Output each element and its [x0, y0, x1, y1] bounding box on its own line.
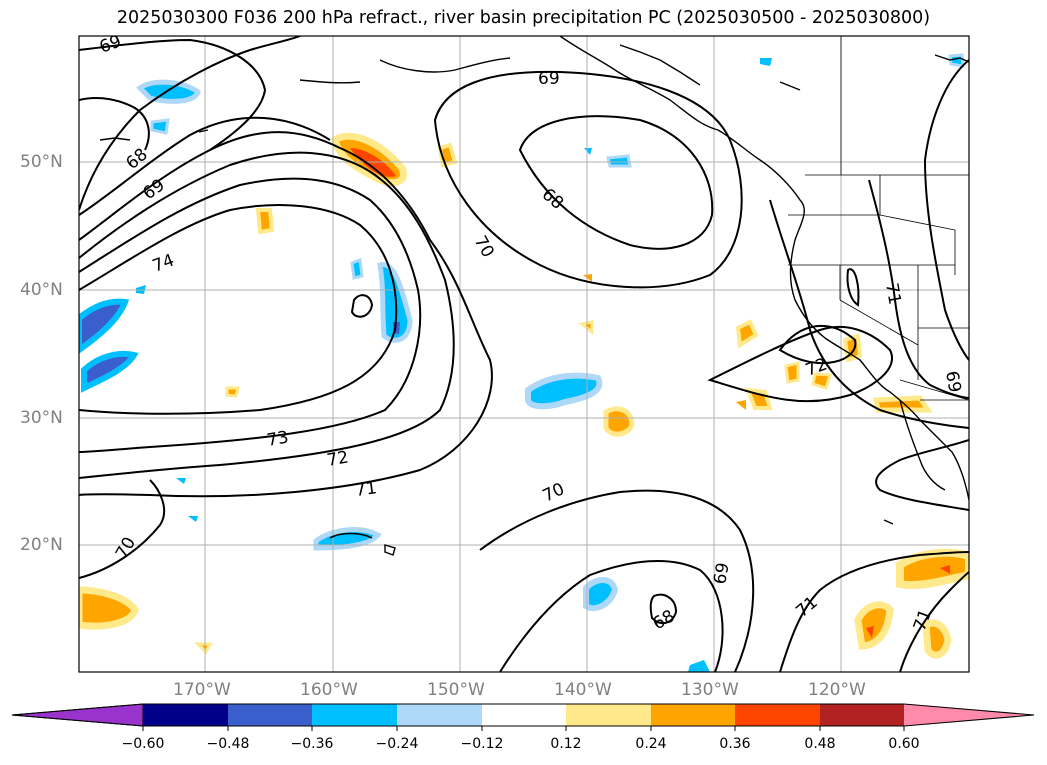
- lat-label-30n: 30°N: [20, 408, 63, 428]
- contour-label: 69: [710, 561, 733, 586]
- contour-label: 71: [881, 281, 904, 306]
- colorbar-tick-label: −0.48: [206, 736, 250, 752]
- colorbar-segment: [904, 704, 1034, 726]
- lat-label-50n: 50°N: [20, 152, 63, 172]
- colorbar-segment: [566, 704, 651, 726]
- colorbar-tick-label: −0.12: [460, 736, 504, 752]
- map-frame: [78, 35, 970, 673]
- colorbar-segment: [397, 704, 482, 726]
- lon-label-150w: 150°W: [427, 680, 485, 700]
- colorbar-segment: [143, 704, 228, 726]
- colorbar-segment: [482, 704, 566, 726]
- colorbar-tick-label: 0.48: [804, 736, 836, 752]
- colorbar-segment: [11, 703, 144, 727]
- refractivity-contours: [79, 36, 969, 672]
- colorbar-tick-label: 0.24: [635, 736, 667, 752]
- contour-label: 69: [538, 69, 560, 89]
- lon-label-130w: 130°W: [681, 680, 739, 700]
- colorbar: [11, 703, 1035, 731]
- map-area: [79, 36, 969, 672]
- colorbar-tick-label: −0.24: [375, 736, 419, 752]
- colorbar-tick-label: −0.60: [121, 736, 165, 752]
- colorbar-segment: [820, 704, 904, 726]
- lat-label-20n: 20°N: [20, 535, 63, 555]
- contour-label: 72: [325, 447, 350, 470]
- contour-label: 69: [941, 369, 964, 394]
- colorbar-segment: [735, 704, 820, 726]
- political-borders: [788, 36, 969, 401]
- contour-label: 71: [354, 478, 378, 501]
- colorbar-tick-label: 0.60: [888, 736, 920, 752]
- colorbar-tick-label: 0.12: [550, 736, 582, 752]
- colorbar-tick-label: 0.36: [719, 736, 751, 752]
- contour-label: 73: [265, 427, 290, 450]
- lat-label-40n: 40°N: [20, 280, 63, 300]
- graticule: [79, 36, 969, 672]
- colorbar-tick-label: −0.36: [290, 736, 334, 752]
- lon-label-120w: 120°W: [808, 680, 866, 700]
- colorbar-segment: [228, 704, 312, 726]
- lon-label-160w: 160°W: [300, 680, 358, 700]
- contour-label: 69: [97, 32, 124, 58]
- lon-label-140w: 140°W: [554, 680, 612, 700]
- precip-shading: [79, 53, 969, 672]
- map-title: 2025030300 F036 200 hPa refract., river …: [116, 8, 931, 28]
- lon-label-170w: 170°W: [173, 680, 231, 700]
- colorbar-segment: [312, 704, 397, 726]
- colorbar-segment: [651, 704, 735, 726]
